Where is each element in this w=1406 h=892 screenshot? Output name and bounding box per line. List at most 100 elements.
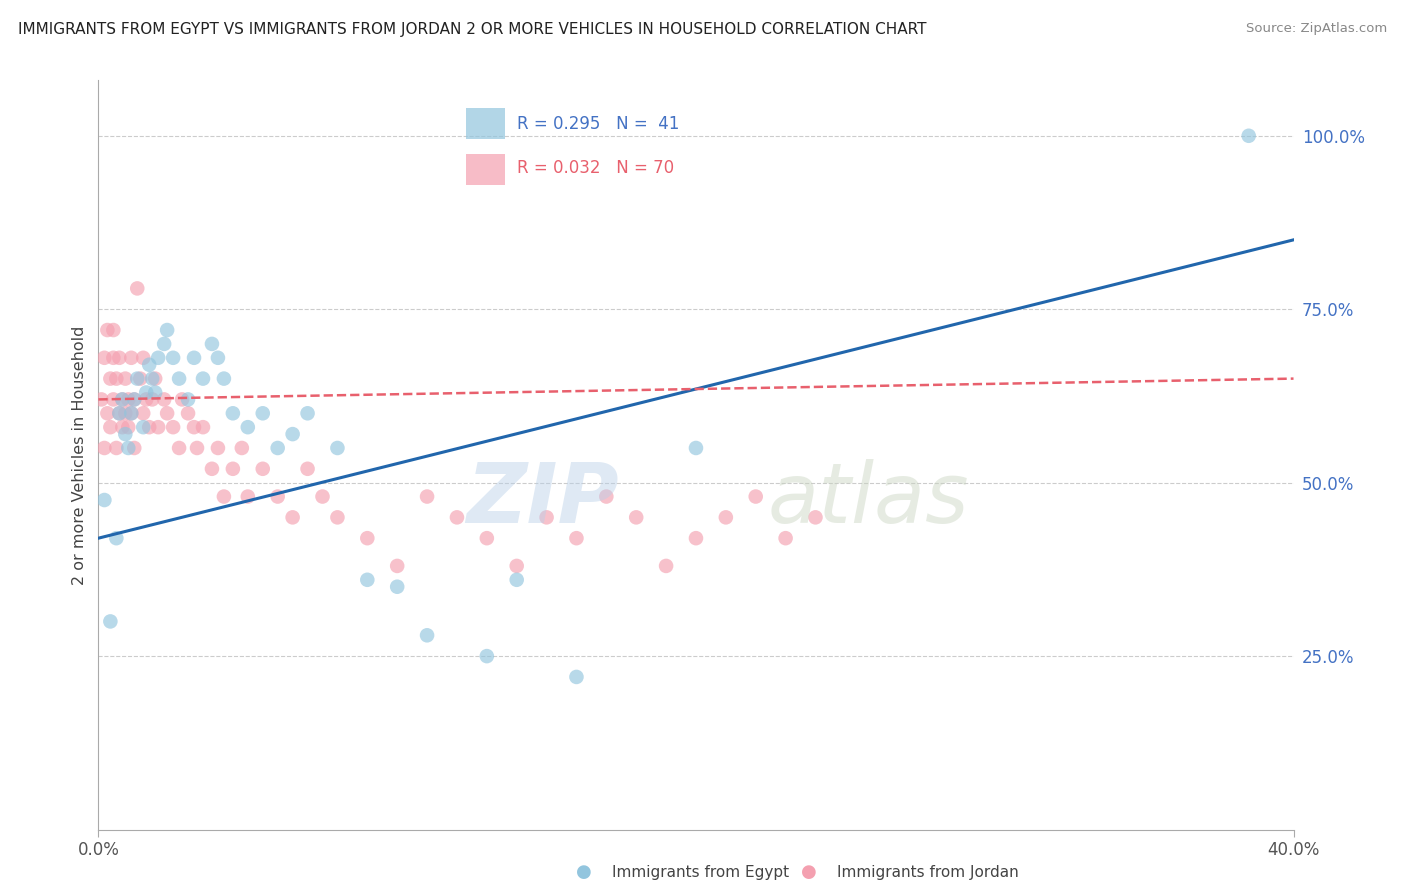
Point bbox=[565, 531, 588, 545]
Point bbox=[127, 281, 149, 295]
Point bbox=[132, 420, 155, 434]
Point bbox=[167, 441, 190, 455]
Point bbox=[167, 371, 190, 385]
Point bbox=[231, 441, 253, 455]
Point bbox=[536, 510, 558, 524]
Point bbox=[105, 371, 128, 385]
Point bbox=[416, 490, 439, 504]
Point bbox=[565, 670, 588, 684]
Point bbox=[191, 420, 214, 434]
Point bbox=[446, 510, 468, 524]
Point bbox=[714, 510, 737, 524]
Point bbox=[148, 420, 170, 434]
Point bbox=[162, 420, 184, 434]
Point bbox=[124, 441, 146, 455]
Text: atlas: atlas bbox=[768, 459, 969, 541]
Text: Immigrants from Jordan: Immigrants from Jordan bbox=[837, 865, 1018, 880]
Point bbox=[183, 351, 205, 365]
Point bbox=[114, 427, 136, 442]
Point bbox=[143, 371, 166, 385]
Point bbox=[120, 351, 142, 365]
Point bbox=[120, 406, 142, 420]
Point bbox=[356, 573, 378, 587]
Point bbox=[132, 351, 155, 365]
Point bbox=[207, 441, 229, 455]
Point bbox=[267, 490, 290, 504]
Point bbox=[108, 406, 131, 420]
Point bbox=[93, 441, 115, 455]
Point bbox=[212, 371, 235, 385]
Point bbox=[177, 406, 200, 420]
Point bbox=[111, 392, 134, 407]
Point bbox=[117, 392, 139, 407]
Point bbox=[120, 406, 142, 420]
Text: ZIP: ZIP bbox=[465, 459, 619, 541]
Point bbox=[103, 351, 125, 365]
Point bbox=[201, 337, 224, 351]
Point bbox=[127, 371, 149, 385]
Point bbox=[105, 441, 128, 455]
Point bbox=[252, 462, 274, 476]
Point bbox=[183, 420, 205, 434]
Point bbox=[156, 406, 179, 420]
Point bbox=[1237, 128, 1260, 143]
Point bbox=[326, 441, 349, 455]
Point bbox=[212, 490, 235, 504]
Point bbox=[93, 351, 115, 365]
Point bbox=[385, 558, 409, 573]
Point bbox=[114, 406, 136, 420]
Point bbox=[385, 580, 409, 594]
Point bbox=[506, 573, 529, 587]
Point bbox=[153, 392, 176, 407]
Point bbox=[114, 371, 136, 385]
Text: ●: ● bbox=[800, 863, 817, 881]
Point bbox=[201, 462, 224, 476]
Point bbox=[156, 323, 179, 337]
Point bbox=[172, 392, 194, 407]
Text: Source: ZipAtlas.com: Source: ZipAtlas.com bbox=[1247, 22, 1388, 36]
Point bbox=[141, 392, 163, 407]
Point bbox=[281, 510, 304, 524]
Point bbox=[162, 351, 184, 365]
Point bbox=[124, 392, 146, 407]
Point bbox=[475, 649, 498, 664]
Point bbox=[222, 462, 245, 476]
Point bbox=[416, 628, 439, 642]
Point bbox=[281, 427, 304, 442]
Point bbox=[506, 558, 529, 573]
Point bbox=[138, 420, 160, 434]
Point bbox=[98, 420, 122, 434]
Point bbox=[135, 385, 157, 400]
Point bbox=[356, 531, 378, 545]
Point bbox=[108, 406, 131, 420]
Point bbox=[90, 392, 112, 407]
Point bbox=[111, 420, 134, 434]
Point bbox=[98, 371, 122, 385]
Point bbox=[775, 531, 797, 545]
Point bbox=[297, 406, 319, 420]
Point bbox=[96, 406, 118, 420]
Point bbox=[297, 462, 319, 476]
Point bbox=[685, 531, 707, 545]
Point bbox=[685, 441, 707, 455]
Point bbox=[252, 406, 274, 420]
Point bbox=[311, 490, 333, 504]
Point bbox=[103, 392, 125, 407]
Point bbox=[745, 490, 768, 504]
Point bbox=[236, 490, 259, 504]
Point bbox=[135, 392, 157, 407]
Point bbox=[475, 531, 498, 545]
Point bbox=[655, 558, 678, 573]
Point bbox=[93, 493, 115, 508]
Point bbox=[222, 406, 245, 420]
Point bbox=[111, 392, 134, 407]
Point bbox=[177, 392, 200, 407]
Point bbox=[148, 351, 170, 365]
Point bbox=[117, 420, 139, 434]
Point bbox=[103, 323, 125, 337]
Point bbox=[129, 371, 152, 385]
Point bbox=[153, 337, 176, 351]
Point bbox=[132, 406, 155, 420]
Point bbox=[267, 441, 290, 455]
Point bbox=[595, 490, 617, 504]
